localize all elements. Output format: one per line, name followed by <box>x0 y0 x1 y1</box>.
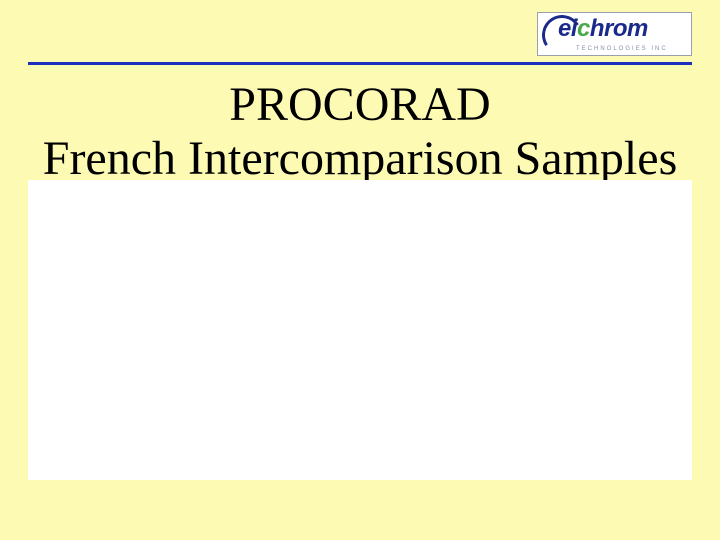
title-line-2: French Intercomparison Samples <box>0 132 720 186</box>
logo-text-suffix: hrom <box>590 15 648 42</box>
logo-wordmark: eichrom <box>558 17 648 41</box>
logo-subtext: TECHNOLOGIES INC <box>576 46 668 52</box>
slide: eichrom TECHNOLOGIES INC PROCORAD French… <box>0 0 720 540</box>
slide-title: PROCORAD French Intercomparison Samples <box>0 78 720 186</box>
title-line-1: PROCORAD <box>0 78 720 132</box>
logo-text-prefix: ei <box>558 15 577 42</box>
company-logo: eichrom TECHNOLOGIES INC <box>537 12 692 56</box>
logo-text-mid: c <box>577 15 590 42</box>
header-divider <box>28 62 692 65</box>
content-placeholder <box>28 180 692 480</box>
logo-inner: eichrom TECHNOLOGIES INC <box>538 13 691 55</box>
